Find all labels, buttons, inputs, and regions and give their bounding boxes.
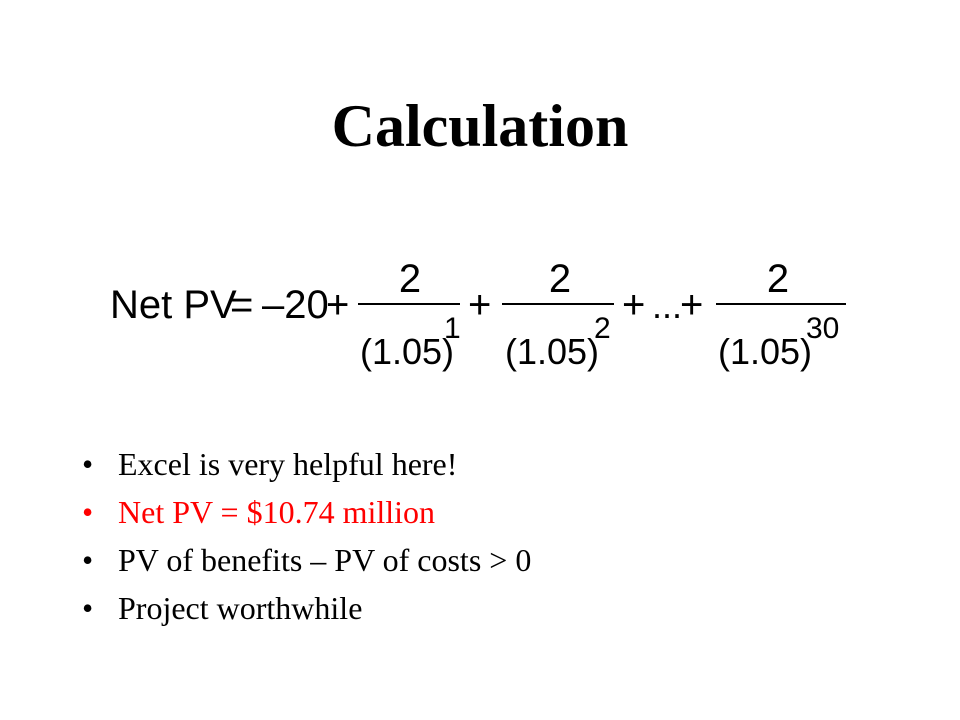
formula-plus-2: + (468, 283, 491, 327)
bullet-list: • Excel is very helpful here! • Net PV =… (82, 440, 531, 632)
term1-exponent: 1 (444, 312, 461, 345)
term3-exponent: 30 (806, 312, 839, 345)
formula-plus-3: + (622, 283, 645, 327)
bullet-dot: • (82, 446, 94, 482)
bullet-text: PV of benefits – PV of costs > 0 (118, 542, 532, 578)
term3-numerator: 2 (767, 257, 789, 301)
bullet-item-net-pv: • Net PV = $10.74 million (82, 488, 531, 536)
bullet-item-excel-helpful: • Excel is very helpful here! (82, 440, 531, 488)
term2-numerator: 2 (549, 257, 571, 301)
bullet-text: Excel is very helpful here! (118, 446, 458, 482)
formula-plus-1: + (326, 283, 349, 327)
formula-plus-4: + (680, 283, 703, 327)
formula-lhs: Net PV (110, 283, 237, 327)
bullet-item-project-worthwhile: • Project worthwhile (82, 584, 531, 632)
term2-base: (1.05) (505, 331, 599, 372)
bullet-text: Project worthwhile (118, 590, 363, 626)
term1-numerator: 2 (399, 257, 421, 301)
bullet-dot: • (82, 494, 94, 530)
slide-title: Calculation (331, 93, 629, 159)
bullet-dot: • (82, 590, 94, 626)
formula-initial-cost: –20 (262, 283, 329, 327)
term3-base: (1.05) (718, 331, 812, 372)
bullet-item-benefits-vs-costs: • PV of benefits – PV of costs > 0 (82, 536, 531, 584)
formula-equals: = (230, 283, 253, 327)
bullet-dot: • (82, 542, 94, 578)
formula-ellipsis: ... (652, 285, 682, 326)
term2-exponent: 2 (594, 312, 611, 345)
term1-base: (1.05) (360, 331, 454, 372)
bullet-text: Net PV = $10.74 million (118, 494, 436, 530)
